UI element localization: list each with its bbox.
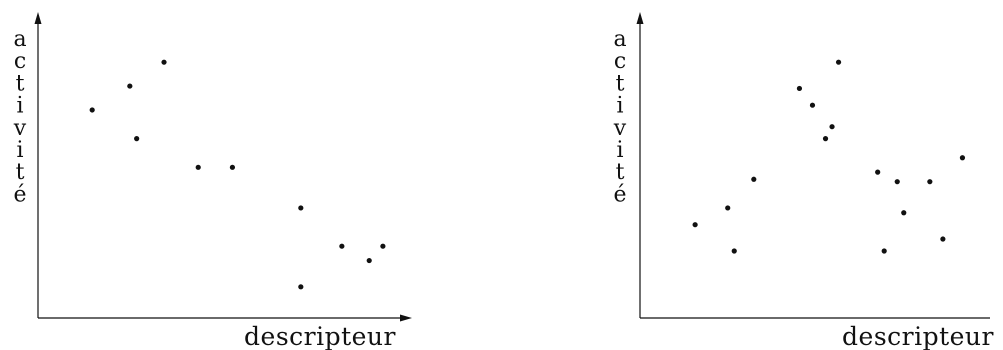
data-point [835,59,842,65]
x-axis-label: descripteur [244,322,396,350]
data-point [901,210,907,216]
y-axis-label-letter: a [613,27,626,52]
y-axis-label-letter: i [616,138,623,163]
y-axis-label-letter: v [13,116,27,141]
y-axis-label-letter: c [614,49,626,74]
data-point [725,205,731,211]
data-point [380,243,386,249]
data-point [894,179,900,185]
data-point [796,85,803,92]
data-point [195,164,201,170]
data-point [809,102,816,108]
x-axis-arrow-icon [400,314,412,322]
y-axis-label-letter: é [13,182,26,207]
data-point [89,107,95,113]
data-point [692,222,698,228]
data-point [829,124,835,130]
data-point [751,176,757,182]
data-point [161,59,167,65]
y-axis-label-letter: t [16,71,25,96]
y-axis-label-letter: t [616,71,625,96]
data-point [229,164,236,170]
y-axis-label-letter: a [13,27,26,52]
y-axis-arrow-icon [34,12,42,24]
x-axis-label: descripteur [842,322,994,350]
y-axis-label-letter: t [616,160,625,185]
data-points [89,59,386,290]
data-point [940,236,946,242]
data-point [927,179,933,185]
y-axis-arrow-icon [636,12,644,24]
data-points [692,59,966,254]
data-point [127,83,133,89]
y-axis-label-letter: i [616,94,623,119]
y-axis-label-letter: i [16,138,23,163]
y-axis-label-letter: c [14,49,26,74]
data-point [822,136,829,142]
y-axis-label-letter: é [613,182,626,207]
data-point [959,155,966,161]
data-point [134,136,140,142]
y-axis-label-letter: i [16,94,23,119]
y-axis-label-letter: t [16,160,25,185]
data-point [881,248,887,254]
data-point [298,205,304,211]
y-axis-label-letter: v [613,116,627,141]
data-point [875,169,881,175]
data-point [339,243,345,249]
data-point [366,257,372,264]
data-point [731,248,737,254]
data-point [298,284,304,290]
